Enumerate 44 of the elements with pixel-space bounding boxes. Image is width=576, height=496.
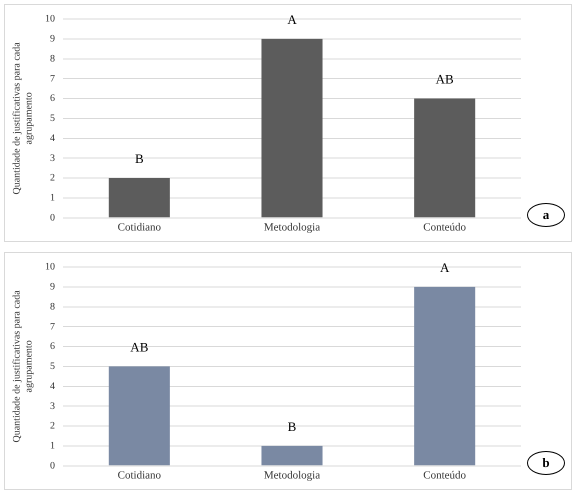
y-tick-label: 0 — [50, 460, 55, 472]
x-tick-label: Conteúdo — [423, 469, 467, 482]
y-tick-label: 4 — [50, 380, 55, 392]
y-tick-label: 1 — [50, 440, 55, 452]
annotation: A — [287, 12, 298, 27]
bar — [108, 366, 170, 466]
text: a — [527, 203, 565, 227]
y-tick-label: 10 — [45, 262, 55, 273]
y-tick-label: 3 — [50, 152, 55, 164]
annotation: AB — [436, 71, 454, 86]
y-tick-label: 4 — [50, 132, 55, 144]
bar — [108, 178, 170, 218]
annotation: A — [440, 260, 450, 275]
annotation: B — [134, 150, 144, 166]
y-axis-title: Quantidade de justificativas para cada agrupamento — [12, 42, 35, 194]
annotation: AB — [130, 339, 149, 354]
bar — [414, 286, 476, 466]
annotation: B — [288, 418, 297, 434]
y-tick-label: 7 — [50, 321, 55, 332]
y-tick-label: 0 — [50, 212, 55, 224]
y-tick-label: 1 — [50, 192, 55, 204]
bar — [261, 38, 323, 218]
x-tick-label: Cotidiano — [118, 469, 162, 482]
x-tick-label: Metodologia — [264, 221, 320, 234]
y-tick-label: 5 — [50, 361, 55, 372]
y-tick-label: 5 — [50, 113, 55, 124]
text: b — [527, 451, 565, 475]
y-tick-label: 6 — [50, 93, 55, 104]
x-tick-label: Conteúdo — [423, 221, 467, 234]
y-tick-label: 8 — [50, 53, 55, 64]
y-tick-label: 6 — [50, 341, 55, 352]
y-tick-label: 2 — [50, 172, 55, 184]
y-axis-title: Quantidade de justificativas para cada agrupamento — [12, 290, 35, 442]
x-tick-label: Metodologia — [264, 469, 320, 482]
bar — [261, 446, 323, 466]
y-tick-label: 10 — [45, 14, 55, 25]
y-tick-label: 3 — [50, 400, 55, 412]
x-tick-label: Cotidiano — [118, 221, 162, 234]
y-tick-label: 7 — [50, 73, 55, 84]
y-tick-label: 9 — [50, 34, 55, 45]
y-tick-label: 8 — [50, 301, 55, 312]
bar — [414, 98, 476, 218]
y-tick-label: 2 — [50, 420, 55, 432]
y-tick-label: 9 — [50, 282, 55, 293]
